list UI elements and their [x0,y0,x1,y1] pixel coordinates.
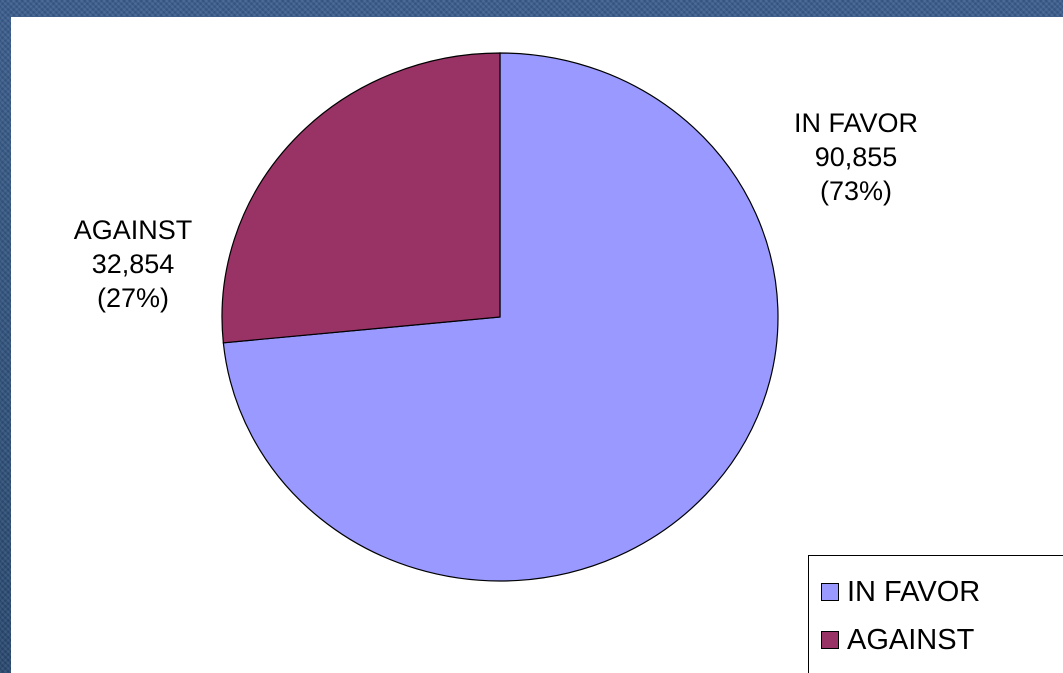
pie-slice-in-favor [222,52,779,582]
data-label-in-favor-percent: (73%) [819,176,893,206]
legend-item-against: AGAINST [821,620,974,660]
legend-label-in-favor: IN FAVOR [847,575,981,608]
legend-item-in-favor: IN FAVOR [821,572,980,612]
data-label-in-favor: IN FAVOR 90,855 (73%) [756,106,956,208]
legend: IN FAVOR AGAINST [808,555,1063,673]
legend-swatch-in-favor [821,583,839,601]
pie-slice-against [221,52,501,344]
data-label-against-value: 32,854 [91,249,175,279]
data-label-against-percent: (27%) [96,283,170,313]
chart-area: IN FAVOR 90,855 (73%) AGAINST 32,854 (27… [11,17,1063,673]
data-label-against-name: AGAINST [73,215,193,245]
legend-swatch-against [821,631,839,649]
data-label-in-favor-value: 90,855 [814,142,898,172]
legend-label-against: AGAINST [847,623,975,656]
data-label-in-favor-name: IN FAVOR [793,108,919,138]
data-label-against: AGAINST 32,854 (27%) [33,213,233,315]
pie-chart [221,52,779,582]
